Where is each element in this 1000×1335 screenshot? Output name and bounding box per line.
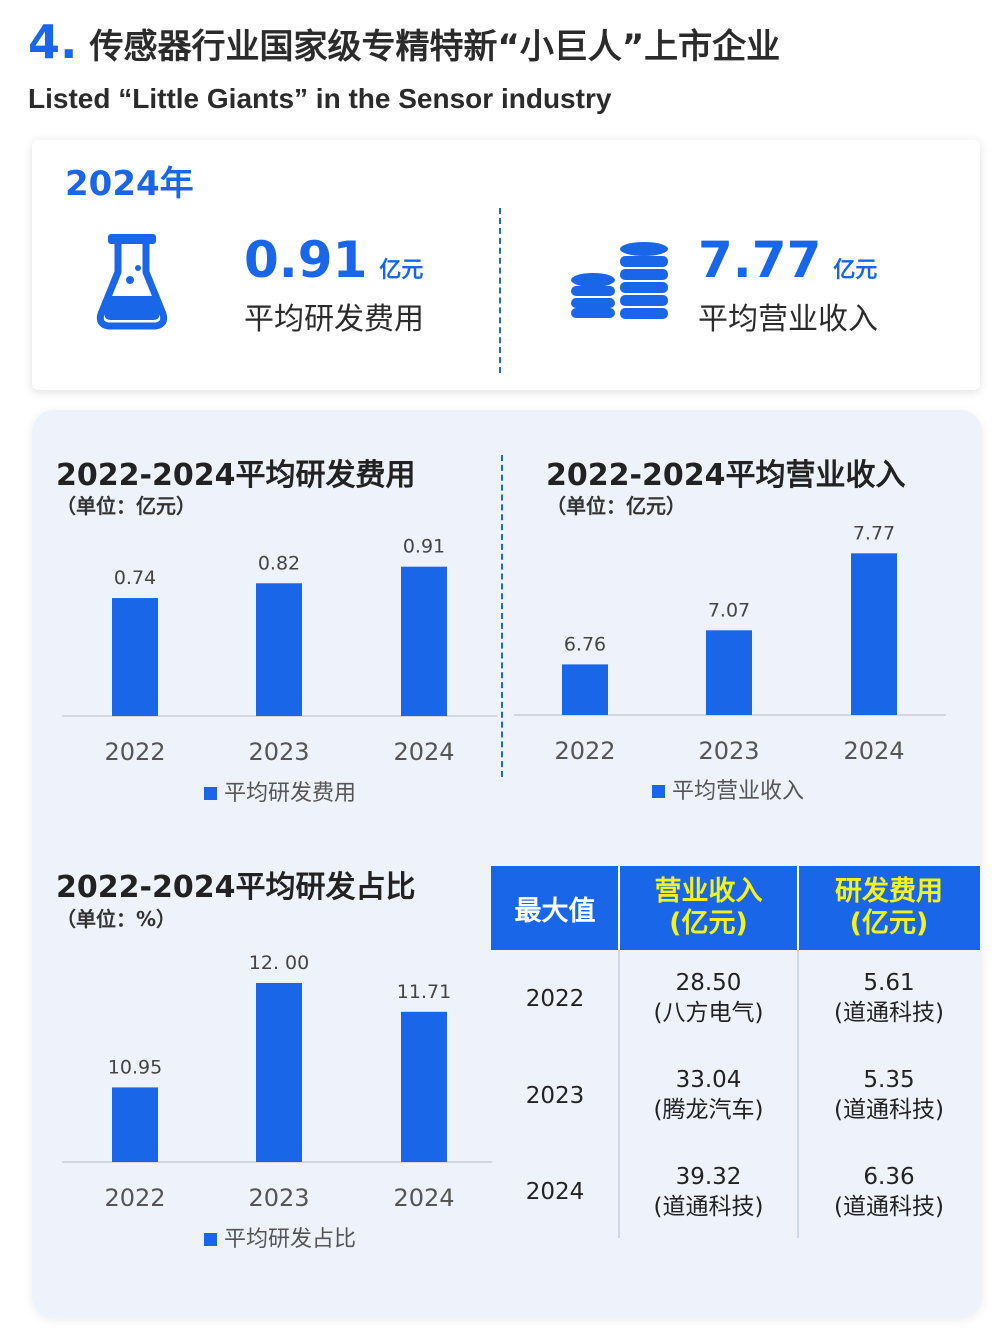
stat-revenue-label: 平均营业收入 bbox=[698, 302, 878, 337]
table-rd-value: 6.36 bbox=[863, 1164, 915, 1190]
category-label: 2022 bbox=[554, 737, 615, 765]
chart-rd-ratio: 10.95 2022 12. 00 2023 11.71 2024 平均研发占比 bbox=[62, 952, 492, 1252]
bar-2024 bbox=[401, 1011, 447, 1162]
legend-label: 平均研发占比 bbox=[224, 1227, 356, 1252]
category-label: 2022 bbox=[104, 1184, 165, 1212]
table-column-divider bbox=[618, 950, 620, 1238]
coin-stack-icon bbox=[571, 242, 668, 319]
table-rd-value: 5.35 bbox=[863, 1067, 915, 1093]
table-year-2022: 2022 bbox=[525, 986, 585, 1012]
table-header-divider bbox=[618, 866, 620, 950]
bar-2022 bbox=[562, 664, 608, 715]
category-label: 2023 bbox=[698, 737, 759, 765]
bar-2023 bbox=[256, 982, 302, 1162]
section-title: 传感器行业国家级专精特新“小巨人”上市企业 bbox=[89, 27, 781, 67]
max-values-table: 最大值 营业收入 (亿元) 研发费用 (亿元) 2022 28.50 (八方电气… bbox=[491, 866, 980, 1241]
legend-swatch bbox=[204, 1233, 217, 1246]
chart-revenue-unit: （单位：亿元） bbox=[546, 494, 686, 518]
chart-rd-expense: 0.74 2022 0.82 2023 0.91 2024 平均研发费用 bbox=[62, 536, 497, 806]
stat-revenue-unit: 亿元 bbox=[833, 258, 878, 283]
stat-rd-value: 0.91 bbox=[244, 231, 368, 289]
chart-rd-ratio-title: 2022-2024平均研发占比 bbox=[56, 870, 416, 905]
category-label: 2024 bbox=[393, 1184, 454, 1212]
bar-2022 bbox=[112, 1087, 158, 1162]
stat-revenue: 7.77 亿元 平均营业收入 bbox=[698, 232, 878, 338]
table-revenue-company: (八方电气) bbox=[653, 1000, 764, 1026]
table-revenue-2022: 28.50 (八方电气) bbox=[619, 968, 798, 1028]
category-label: 2024 bbox=[393, 738, 454, 766]
chart-revenue: 6.76 2022 7.07 2023 7.77 2024 平均营业收入 bbox=[514, 522, 946, 804]
chart-rd-unit: （单位：亿元） bbox=[56, 494, 196, 518]
table-rd-2024: 6.36 (道通科技) bbox=[798, 1162, 980, 1222]
bar-2024 bbox=[401, 566, 447, 716]
table-revenue-value: 28.50 bbox=[675, 970, 742, 996]
bar-2022 bbox=[112, 598, 158, 716]
chart-rd-ratio-unit: （单位：%） bbox=[56, 907, 177, 931]
data-label: 11.71 bbox=[397, 981, 451, 1003]
stat-rd-expense: 0.91 亿元 平均研发费用 bbox=[244, 232, 424, 338]
data-label: 7.77 bbox=[853, 522, 895, 544]
table-header-max: 最大值 bbox=[491, 866, 619, 950]
table-revenue-value: 33.04 bbox=[675, 1067, 742, 1093]
chart-revenue-title: 2022-2024平均营业收入 bbox=[546, 458, 906, 493]
category-label: 2023 bbox=[248, 1184, 309, 1212]
bar-2023 bbox=[706, 630, 752, 715]
summary-divider bbox=[499, 208, 501, 373]
section-subtitle: Listed “Little Giants” in the Sensor ind… bbox=[28, 83, 612, 114]
category-label: 2023 bbox=[248, 738, 309, 766]
section-number: 4. bbox=[28, 15, 78, 69]
table-rd-company: (道通科技) bbox=[834, 1097, 944, 1123]
category-label: 2024 bbox=[843, 737, 904, 765]
table-header-revenue: 营业收入 (亿元) bbox=[619, 866, 798, 950]
table-revenue-2024: 39.32 (道通科技) bbox=[619, 1162, 798, 1222]
table-year-2023: 2023 bbox=[525, 1083, 585, 1109]
data-label: 10.95 bbox=[108, 1056, 162, 1078]
data-label: 7.07 bbox=[708, 599, 750, 621]
legend-swatch bbox=[204, 787, 217, 800]
charts-card: 2022-2024平均研发费用 （单位：亿元） 0.74 2022 0.82 2023… bbox=[32, 410, 982, 1318]
charts-divider bbox=[501, 455, 503, 777]
data-label: 0.74 bbox=[114, 567, 156, 589]
stat-rd-label: 平均研发费用 bbox=[244, 302, 424, 337]
legend-label: 平均研发费用 bbox=[224, 781, 356, 806]
legend-label: 平均营业收入 bbox=[672, 779, 804, 804]
stat-rd-unit: 亿元 bbox=[379, 258, 424, 283]
legend-swatch bbox=[652, 785, 665, 798]
table-rd-company: (道通科技) bbox=[834, 1000, 944, 1026]
table-rd-2023: 5.35 (道通科技) bbox=[798, 1065, 980, 1125]
chart-rd-title: 2022-2024平均研发费用 bbox=[56, 458, 416, 493]
table-revenue-2023: 33.04 (腾龙汽车) bbox=[619, 1065, 798, 1125]
summary-card: 2024年 0.91 亿元 平均研发费用 7.77 亿元 bbox=[32, 140, 980, 390]
table-year-2024: 2024 bbox=[525, 1179, 585, 1205]
table-revenue-company: (道通科技) bbox=[653, 1194, 764, 1220]
table-revenue-company: (腾龙汽车) bbox=[653, 1097, 764, 1123]
bar-2023 bbox=[256, 583, 302, 716]
bar-2024 bbox=[851, 553, 897, 715]
flask-icon bbox=[96, 234, 168, 330]
data-label: 12. 00 bbox=[249, 952, 309, 974]
data-label: 6.76 bbox=[564, 633, 606, 655]
data-label: 0.91 bbox=[403, 536, 445, 558]
table-header-rd: 研发费用 (亿元) bbox=[798, 866, 980, 950]
table-rd-value: 5.61 bbox=[863, 970, 915, 996]
table-rd-company: (道通科技) bbox=[834, 1194, 944, 1220]
table-rd-2022: 5.61 (道通科技) bbox=[798, 968, 980, 1028]
table-header-divider bbox=[797, 866, 799, 950]
stat-revenue-value: 7.77 bbox=[698, 231, 822, 289]
section-header: 4. 传感器行业国家级专精特新“小巨人”上市企业 Listed “Little … bbox=[28, 14, 978, 115]
category-label: 2022 bbox=[104, 738, 165, 766]
table-revenue-value: 39.32 bbox=[675, 1164, 742, 1190]
summary-year: 2024年 bbox=[65, 164, 194, 204]
table-column-divider bbox=[797, 950, 799, 1238]
data-label: 0.82 bbox=[258, 552, 300, 574]
